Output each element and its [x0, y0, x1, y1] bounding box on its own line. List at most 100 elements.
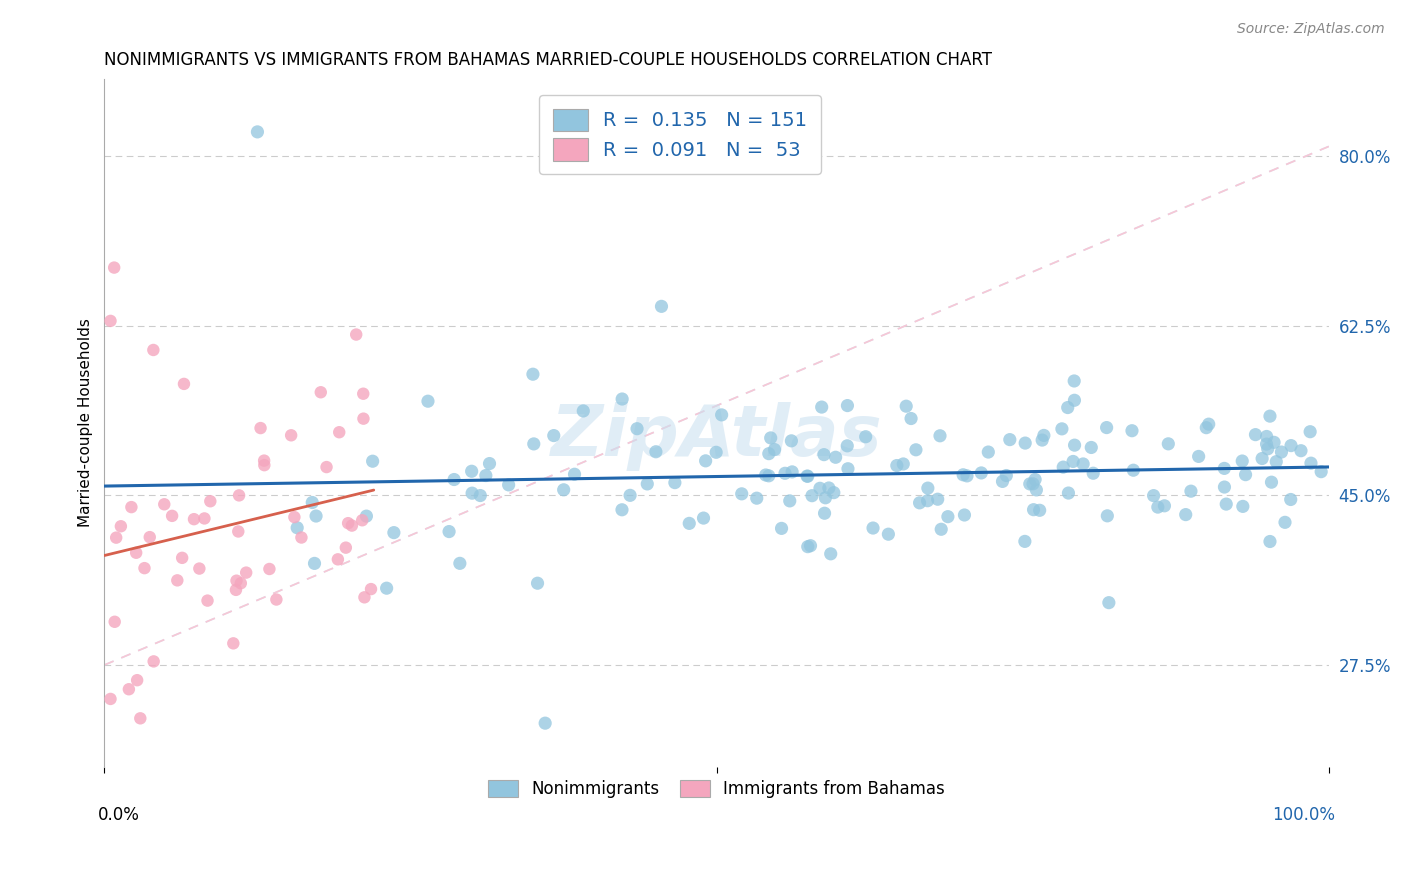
Point: [904, 442, 927, 457]
Point: [636, 477, 658, 491]
Point: [1063, 438, 1085, 452]
Point: [1258, 534, 1281, 549]
Point: [710, 408, 733, 422]
Point: [352, 513, 374, 527]
Point: [200, 494, 222, 508]
Point: [309, 385, 332, 400]
Point: [1056, 401, 1078, 415]
Point: [1153, 499, 1175, 513]
Point: [193, 511, 215, 525]
Point: [1244, 427, 1267, 442]
Point: [523, 437, 546, 451]
Point: [153, 497, 176, 511]
Point: [952, 467, 974, 482]
Point: [305, 509, 328, 524]
Point: [956, 469, 979, 483]
Point: [226, 524, 249, 539]
Point: [172, 550, 194, 565]
Point: [266, 592, 288, 607]
Point: [855, 430, 877, 444]
Point: [553, 483, 575, 497]
Point: [259, 562, 281, 576]
Point: [1063, 374, 1085, 388]
Point: [758, 447, 780, 461]
Point: [173, 376, 195, 391]
Point: [543, 428, 565, 442]
Point: [246, 125, 269, 139]
Point: [1098, 596, 1121, 610]
Point: [797, 540, 820, 554]
Point: [1258, 409, 1281, 424]
Point: [328, 425, 350, 440]
Point: [731, 487, 754, 501]
Point: [1057, 486, 1080, 500]
Point: [1234, 467, 1257, 482]
Point: [475, 468, 498, 483]
Point: [183, 512, 205, 526]
Point: [927, 492, 949, 507]
Text: ZipAtlas: ZipAtlas: [551, 402, 883, 471]
Point: [704, 445, 727, 459]
Point: [970, 466, 993, 480]
Point: [352, 386, 374, 401]
Point: [304, 557, 326, 571]
Point: [799, 539, 821, 553]
Point: [745, 491, 768, 506]
Point: [779, 494, 801, 508]
Point: [225, 574, 247, 588]
Point: [1310, 465, 1333, 479]
Point: [337, 516, 360, 531]
Point: [142, 343, 165, 357]
Point: [1097, 508, 1119, 523]
Point: [862, 521, 884, 535]
Point: [1180, 484, 1202, 499]
Point: [953, 508, 976, 522]
Point: [142, 654, 165, 668]
Point: [886, 458, 908, 473]
Point: [780, 434, 803, 448]
Point: [1071, 457, 1094, 471]
Point: [1263, 435, 1285, 450]
Point: [1022, 476, 1045, 491]
Point: [110, 519, 132, 533]
Point: [1265, 455, 1288, 469]
Point: [534, 716, 557, 731]
Point: [837, 399, 859, 413]
Point: [1232, 454, 1254, 468]
Point: [280, 428, 302, 442]
Point: [917, 481, 939, 495]
Point: [929, 429, 952, 443]
Point: [1014, 534, 1036, 549]
Point: [626, 422, 648, 436]
Point: [437, 524, 460, 539]
Point: [824, 450, 846, 465]
Point: [695, 454, 717, 468]
Point: [375, 581, 398, 595]
Point: [461, 486, 484, 500]
Point: [361, 454, 384, 468]
Point: [460, 464, 482, 478]
Point: [1188, 450, 1211, 464]
Point: [1299, 456, 1322, 470]
Point: [188, 561, 211, 575]
Point: [977, 445, 1000, 459]
Point: [1024, 473, 1046, 487]
Point: [917, 493, 939, 508]
Point: [498, 478, 520, 492]
Point: [1031, 433, 1053, 447]
Point: [1195, 420, 1218, 434]
Point: [770, 521, 793, 535]
Point: [908, 496, 931, 510]
Point: [1279, 492, 1302, 507]
Point: [998, 433, 1021, 447]
Point: [678, 516, 700, 531]
Point: [1215, 497, 1237, 511]
Y-axis label: Married-couple Households: Married-couple Households: [79, 318, 93, 527]
Point: [1157, 437, 1180, 451]
Point: [1279, 439, 1302, 453]
Point: [229, 576, 252, 591]
Point: [1256, 437, 1278, 451]
Point: [900, 411, 922, 425]
Point: [644, 444, 666, 458]
Point: [235, 566, 257, 580]
